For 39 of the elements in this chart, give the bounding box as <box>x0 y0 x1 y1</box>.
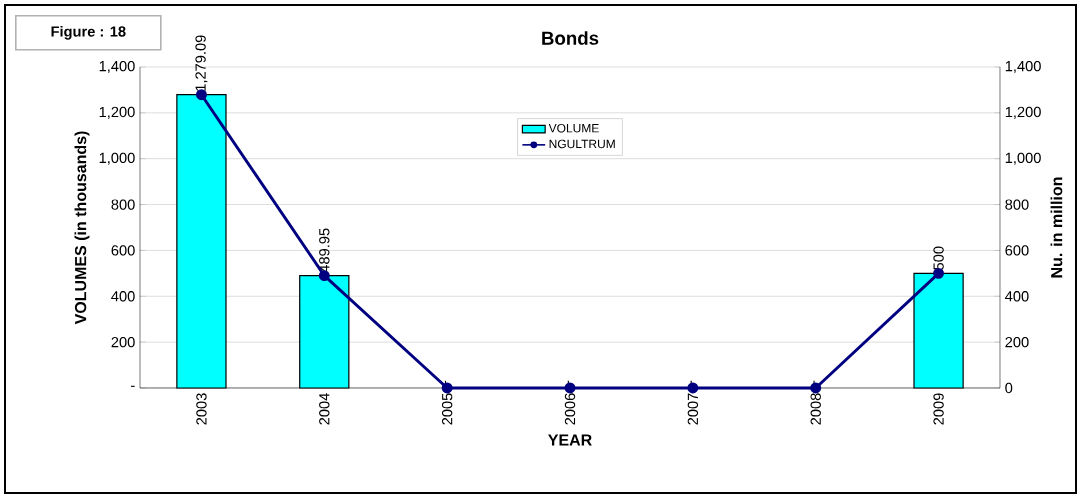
y-tick-label: 1,000 <box>99 152 135 165</box>
x-tick-label: 2008 <box>810 393 821 425</box>
x-tick-label: 2007 <box>687 393 699 425</box>
data-label: 489.95 <box>319 228 330 273</box>
y2-tick-label: 0 <box>1005 382 1013 394</box>
y2-axis-title: Nu. in million <box>1050 177 1063 278</box>
data-label: - <box>444 380 447 385</box>
x-axis-title: YEAR <box>548 434 592 446</box>
x-tick-label: 2005 <box>441 393 453 425</box>
y-tick-label: 800 <box>111 199 135 210</box>
y2-tick-label: 1,200 <box>1005 106 1041 119</box>
y2-tick-label: 800 <box>1005 199 1029 210</box>
y2-tick-label: 1,000 <box>1005 152 1041 165</box>
point <box>441 382 453 394</box>
y2-tick-label: 1,400 <box>1005 60 1041 74</box>
data-label: - <box>567 380 569 385</box>
x-tick-label: 2009 <box>933 393 944 425</box>
y2-tick-label: 400 <box>1005 291 1029 302</box>
y-tick-label: 1,400 <box>99 60 135 74</box>
legend-label: NGULTRUM <box>549 139 615 149</box>
x-tick-label: 2003 <box>196 393 207 425</box>
legend-label: VOLUME <box>548 123 599 133</box>
y-axis-title: VOLUMES (in thousands) <box>74 131 90 325</box>
point <box>564 382 576 394</box>
x-tick-label: 2006 <box>564 393 576 425</box>
y-tick-label: 400 <box>111 291 135 302</box>
data-label: - <box>690 380 692 385</box>
y-tick-label: 1,200 <box>99 106 135 119</box>
data-label: 500 <box>933 246 944 270</box>
chart-title: Bonds <box>542 31 599 45</box>
y-tick-label: - <box>131 385 135 387</box>
x-tick-label: 2004 <box>319 393 330 425</box>
text: Figure : 18 <box>51 25 126 40</box>
y-tick-label: 200 <box>111 336 135 348</box>
y-tick-label: 600 <box>111 245 135 256</box>
data-label: 1,279.09 <box>195 35 208 91</box>
point <box>318 270 330 282</box>
y2-tick-label: 200 <box>1005 336 1029 348</box>
y2-tick-label: 600 <box>1005 245 1029 256</box>
